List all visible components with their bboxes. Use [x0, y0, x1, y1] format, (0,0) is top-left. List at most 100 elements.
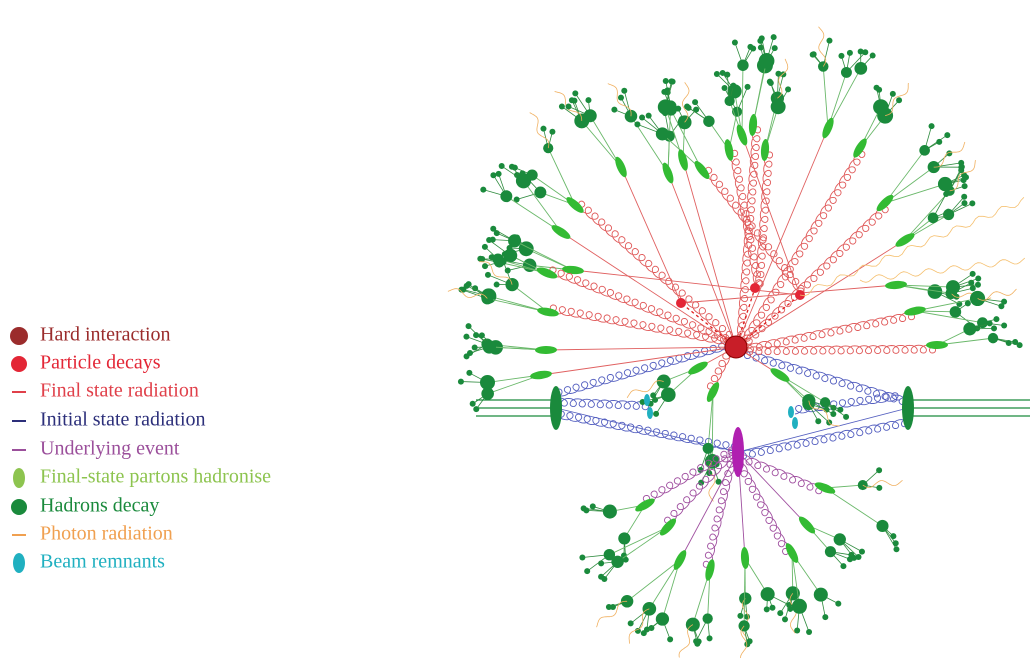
photon — [678, 624, 694, 658]
hadron — [946, 280, 960, 295]
parton-cluster — [814, 482, 836, 494]
hadron — [760, 587, 775, 602]
hadron — [642, 602, 657, 616]
hadron — [702, 442, 714, 454]
final-state-line — [540, 346, 737, 376]
decay-product — [858, 548, 865, 555]
decay-product — [775, 70, 782, 77]
decay-product — [611, 106, 618, 113]
hadron — [824, 546, 836, 558]
final-state-gluon — [728, 149, 763, 289]
decay-product — [640, 630, 647, 637]
decay-product — [936, 138, 943, 145]
decay-product — [961, 193, 968, 200]
decay-product — [830, 411, 837, 418]
initial-state-gluon — [735, 346, 909, 405]
underlying-gluon — [732, 451, 793, 556]
decay-product — [645, 112, 652, 119]
hadron-line — [617, 526, 669, 563]
final-state-gluon — [754, 149, 774, 289]
parton-cluster — [635, 498, 655, 512]
decay-product — [482, 263, 489, 270]
decay-product — [1016, 342, 1023, 349]
hadron — [702, 613, 713, 624]
photon — [859, 257, 1026, 283]
hadron — [927, 161, 940, 174]
decay-product — [540, 125, 547, 132]
decay-product — [634, 627, 641, 634]
hadron — [515, 173, 532, 189]
hadron — [927, 212, 939, 224]
hadron — [661, 387, 676, 403]
photon — [681, 82, 690, 123]
hadron-line — [884, 183, 946, 204]
decay-product — [471, 344, 478, 351]
decay-product — [490, 225, 497, 232]
decay-product — [744, 613, 751, 620]
decay-product — [579, 554, 586, 561]
photon — [740, 625, 748, 658]
decay-product — [706, 635, 713, 642]
decay-product — [731, 39, 738, 46]
decay-product — [892, 540, 899, 547]
hadron — [534, 186, 547, 199]
decay-product — [627, 620, 634, 627]
decay-product — [653, 410, 660, 417]
photon — [447, 288, 488, 299]
decay-product — [826, 37, 833, 44]
final-state-gluon — [547, 304, 737, 348]
underlying-gluon — [664, 448, 739, 528]
hadron-line — [904, 190, 951, 241]
hadron-line — [670, 109, 703, 171]
parton-cluster — [770, 368, 790, 382]
parton-cluster — [615, 156, 627, 178]
decay-product — [721, 85, 728, 92]
decay-product — [969, 200, 976, 207]
decay-product — [469, 400, 476, 407]
diagram — [447, 26, 1030, 658]
final-state-line — [735, 127, 829, 348]
decay-product — [777, 610, 784, 617]
decay-product — [568, 97, 575, 104]
hadron — [655, 612, 670, 626]
decay-product — [609, 603, 616, 610]
beam-gluon — [794, 392, 900, 415]
legend-label: Initial state radiation — [40, 409, 206, 431]
decay-product — [744, 83, 751, 90]
decay-product — [785, 86, 792, 93]
beam-remnant — [788, 406, 794, 418]
photon — [885, 83, 909, 116]
final-state-gluon — [735, 310, 916, 355]
decay-product — [481, 243, 488, 250]
decay-product — [495, 170, 502, 177]
hadron-line — [914, 310, 983, 324]
initial-state-gluon — [737, 417, 909, 460]
decay-product — [589, 503, 596, 510]
decay-product — [737, 612, 744, 619]
hadron — [602, 504, 617, 519]
parton-cluster — [740, 547, 750, 569]
parton-cluster — [876, 194, 894, 212]
photon — [949, 160, 976, 192]
legend-label: Beam remnants — [40, 551, 165, 573]
parton-cluster — [885, 280, 907, 290]
parton-cluster — [853, 138, 867, 158]
decay-product — [928, 123, 935, 130]
final-state-gluon — [574, 200, 740, 348]
decay-product — [770, 34, 777, 41]
legend-symbol — [11, 356, 27, 372]
decay-product — [991, 325, 998, 332]
final-state-line — [560, 231, 737, 348]
decay-product — [490, 172, 497, 179]
decay-product — [668, 78, 675, 85]
parton-cluster — [904, 306, 926, 316]
hadron — [791, 598, 807, 614]
parton-cluster — [724, 139, 734, 161]
hadron — [611, 555, 624, 569]
hadron — [969, 290, 986, 307]
decay-product — [835, 600, 842, 607]
decay-product — [750, 45, 757, 52]
parton-cluster — [536, 267, 558, 279]
decay-product — [1001, 298, 1008, 305]
hadron-line — [661, 559, 681, 620]
